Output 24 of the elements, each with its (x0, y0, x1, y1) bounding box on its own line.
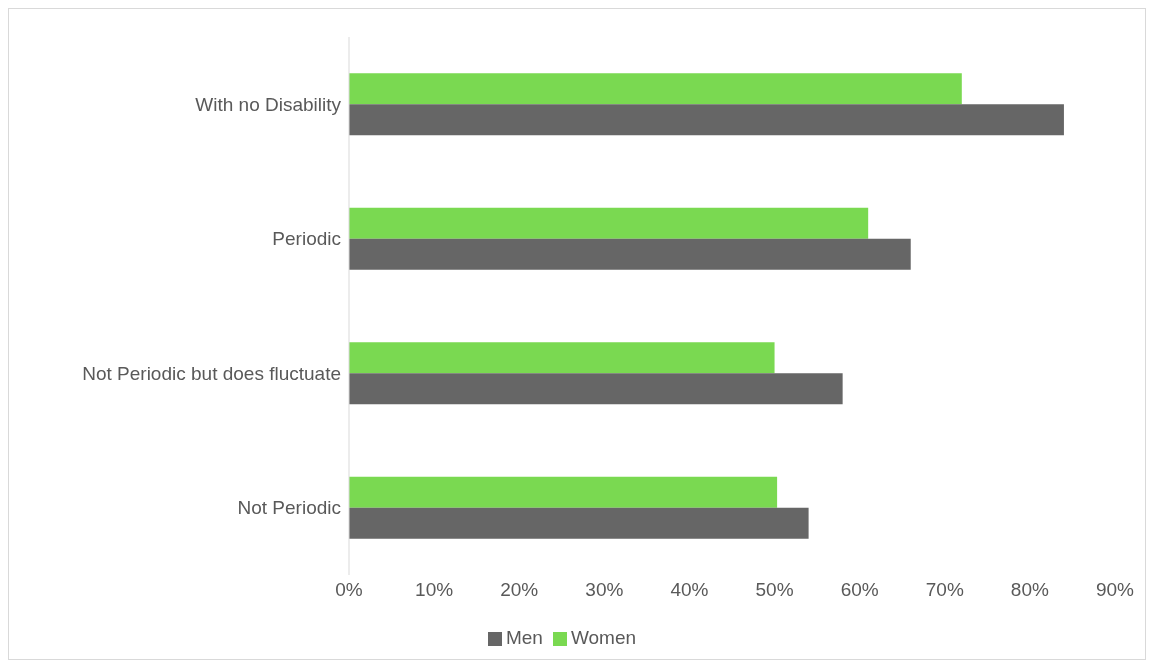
x-tick-label: 10% (415, 579, 454, 601)
bar (349, 104, 1064, 136)
legend-label: Women (570, 627, 637, 648)
y-tick-label: Not Periodic but does fluctuate (82, 362, 341, 384)
x-tick-label: 80% (1010, 579, 1050, 601)
bar (349, 342, 775, 374)
bar (349, 476, 778, 508)
y-tick-label: Not Periodic (237, 497, 341, 519)
y-tick-label: With no Disability (195, 94, 342, 115)
x-tick-label: 50% (755, 579, 794, 601)
bar (349, 207, 869, 239)
x-tick-label: 90% (1095, 579, 1135, 601)
legend-label: Men (505, 627, 543, 648)
x-tick-label: 70% (925, 579, 964, 601)
x-tick-label: 60% (840, 579, 879, 601)
x-tick-label: 0% (335, 579, 363, 601)
x-tick-label: 30% (585, 579, 624, 601)
x-tick-label: 40% (670, 579, 709, 601)
bar (349, 73, 962, 105)
y-tick-label: Periodic (272, 228, 341, 250)
x-tick-label: 20% (500, 579, 539, 601)
bar (349, 373, 843, 405)
bar (349, 507, 809, 539)
bar (349, 238, 911, 270)
